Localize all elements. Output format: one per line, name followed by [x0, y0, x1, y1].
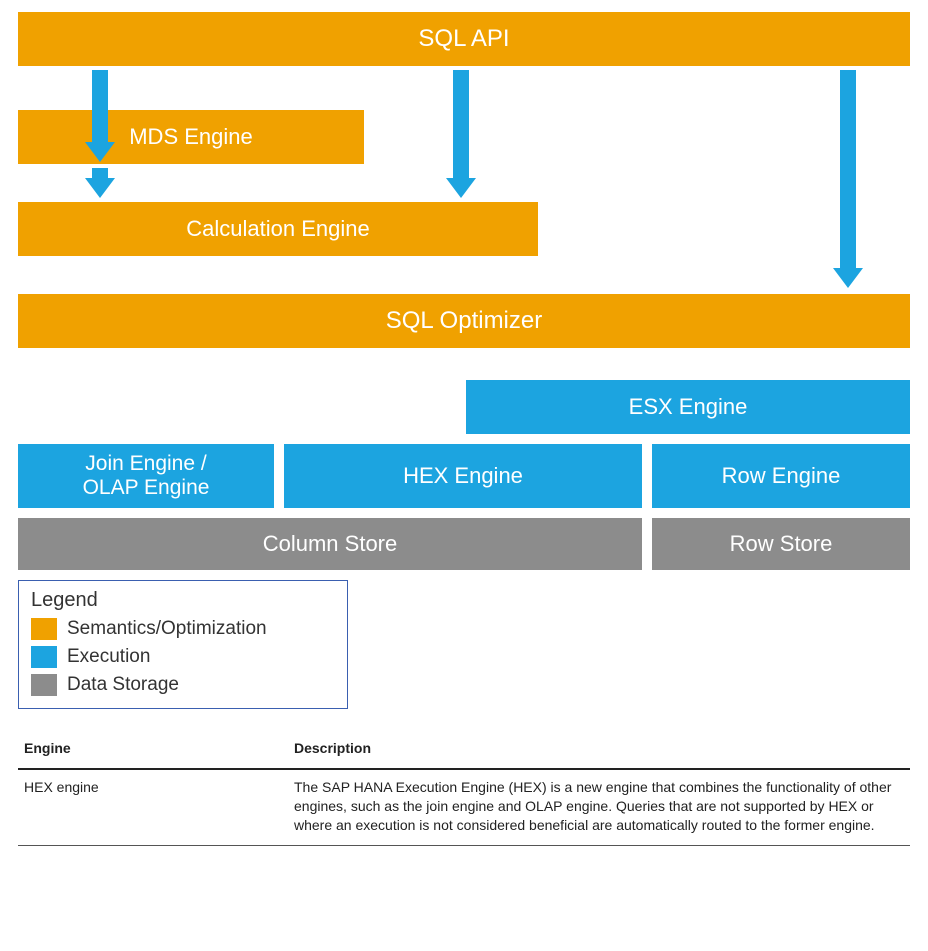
- box-esx-engine: ESX Engine: [466, 380, 910, 434]
- legend-title: Legend: [31, 589, 335, 612]
- box-mds-engine: MDS Engine: [18, 110, 364, 164]
- table-row: HEX engineThe SAP HANA Execution Engine …: [18, 770, 910, 846]
- legend-label: Data Storage: [67, 674, 179, 696]
- legend-swatch: [31, 618, 57, 640]
- cell-engine: HEX engine: [18, 770, 288, 845]
- box-sql-optimizer: SQL Optimizer: [18, 294, 910, 348]
- col-header-description: Description: [288, 731, 910, 768]
- col-header-engine: Engine: [18, 731, 288, 768]
- legend-swatch: [31, 646, 57, 668]
- arrow-mds-calc-shaft: [92, 168, 108, 178]
- arrow-sqlapi-calc: [446, 70, 476, 198]
- legend-item: Semantics/Optimization: [31, 618, 335, 640]
- box-join-olap: Join Engine / OLAP Engine: [18, 444, 274, 508]
- architecture-diagram: SQL API MDS Engine Calculation Engine SQL O…: [18, 12, 910, 572]
- legend-label: Execution: [67, 646, 150, 668]
- arrow-sqlapi-opt: [833, 70, 863, 288]
- arrow-mds-calc: [85, 168, 115, 198]
- arrow-sqlapi-mds-head: [85, 142, 115, 162]
- arrow-sqlapi-mds: [85, 70, 115, 162]
- arrow-sqlapi-calc-head: [446, 178, 476, 198]
- box-row-engine: Row Engine: [652, 444, 910, 508]
- box-calc-engine: Calculation Engine: [18, 202, 538, 256]
- box-hex-engine: HEX Engine: [284, 444, 642, 508]
- legend: Legend Semantics/Optimization Execution Da…: [18, 580, 348, 709]
- legend-swatch: [31, 674, 57, 696]
- arrow-mds-calc-head: [85, 178, 115, 198]
- engine-table: Engine Description HEX engineThe SAP HAN…: [18, 731, 910, 846]
- box-row-store: Row Store: [652, 518, 910, 570]
- legend-label: Semantics/Optimization: [67, 618, 267, 640]
- arrow-sqlapi-opt-shaft: [840, 70, 856, 268]
- table-header-row: Engine Description: [18, 731, 910, 770]
- arrow-sqlapi-calc-shaft: [453, 70, 469, 178]
- box-column-store: Column Store: [18, 518, 642, 570]
- arrow-sqlapi-opt-head: [833, 268, 863, 288]
- arrow-sqlapi-mds-shaft: [92, 70, 108, 142]
- cell-description: The SAP HANA Execution Engine (HEX) is a…: [288, 770, 910, 845]
- legend-item: Data Storage: [31, 674, 335, 696]
- legend-item: Execution: [31, 646, 335, 668]
- box-sql-api: SQL API: [18, 12, 910, 66]
